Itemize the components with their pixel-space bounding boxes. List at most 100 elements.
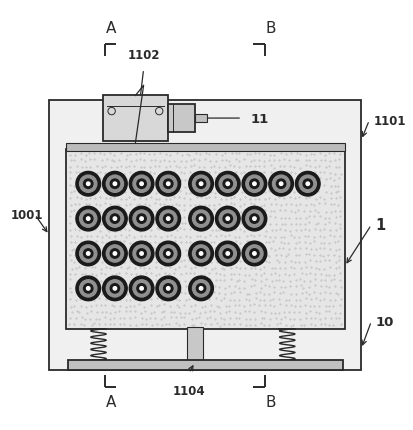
Circle shape [79, 280, 97, 297]
Circle shape [245, 176, 262, 193]
Circle shape [110, 215, 119, 224]
Circle shape [225, 183, 229, 186]
Circle shape [163, 284, 173, 293]
Circle shape [86, 287, 90, 290]
Circle shape [83, 284, 93, 293]
Circle shape [163, 180, 173, 189]
Circle shape [295, 172, 319, 197]
Circle shape [110, 249, 119, 258]
Circle shape [166, 287, 170, 290]
Circle shape [102, 172, 127, 197]
Circle shape [140, 218, 143, 221]
Circle shape [129, 276, 154, 301]
Circle shape [188, 207, 213, 231]
Circle shape [223, 215, 232, 224]
Circle shape [140, 183, 143, 186]
Circle shape [299, 176, 316, 193]
Circle shape [156, 242, 180, 266]
Circle shape [102, 207, 127, 231]
Circle shape [242, 172, 266, 197]
Circle shape [272, 176, 289, 193]
Circle shape [163, 249, 173, 258]
Circle shape [137, 284, 146, 293]
Circle shape [79, 211, 97, 228]
Circle shape [159, 280, 176, 297]
Circle shape [218, 245, 236, 262]
Circle shape [223, 180, 232, 189]
Circle shape [199, 218, 202, 221]
Circle shape [156, 276, 180, 301]
Circle shape [196, 180, 205, 189]
Circle shape [192, 211, 209, 228]
Bar [102, 96, 168, 141]
Circle shape [188, 276, 213, 301]
Circle shape [110, 284, 119, 293]
Circle shape [86, 183, 90, 186]
Circle shape [223, 249, 232, 258]
Circle shape [83, 215, 93, 224]
Circle shape [110, 180, 119, 189]
Circle shape [137, 180, 146, 189]
Circle shape [215, 207, 240, 231]
Circle shape [252, 252, 256, 255]
Circle shape [249, 180, 259, 189]
Circle shape [249, 215, 259, 224]
Circle shape [279, 183, 282, 186]
Circle shape [76, 242, 100, 266]
Circle shape [276, 180, 285, 189]
Circle shape [188, 242, 213, 266]
Circle shape [215, 242, 240, 266]
Circle shape [129, 242, 154, 266]
Circle shape [252, 218, 256, 221]
Circle shape [133, 280, 150, 297]
Circle shape [199, 252, 202, 255]
Circle shape [106, 176, 123, 193]
Circle shape [242, 242, 266, 266]
Circle shape [83, 249, 93, 258]
Text: B: B [265, 21, 275, 36]
Circle shape [268, 172, 293, 197]
Text: A: A [105, 21, 116, 36]
Text: 1001: 1001 [10, 209, 43, 221]
Circle shape [215, 172, 240, 197]
Circle shape [156, 172, 180, 197]
Circle shape [163, 215, 173, 224]
Circle shape [245, 211, 262, 228]
Circle shape [196, 215, 205, 224]
Bar [186, 328, 203, 360]
Text: 11: 11 [250, 112, 268, 125]
Circle shape [242, 207, 266, 231]
Circle shape [133, 211, 150, 228]
Circle shape [129, 172, 154, 197]
Circle shape [106, 211, 123, 228]
Bar [66, 150, 344, 330]
Circle shape [140, 287, 143, 290]
Circle shape [156, 207, 180, 231]
Circle shape [137, 215, 146, 224]
Circle shape [166, 252, 170, 255]
Text: 1102: 1102 [127, 49, 159, 61]
Circle shape [159, 176, 176, 193]
Text: 1104: 1104 [172, 384, 204, 396]
Circle shape [159, 211, 176, 228]
Circle shape [113, 252, 116, 255]
Circle shape [252, 183, 256, 186]
Circle shape [129, 207, 154, 231]
Circle shape [133, 176, 150, 193]
Circle shape [199, 287, 202, 290]
Circle shape [106, 245, 123, 262]
Circle shape [133, 245, 150, 262]
Circle shape [196, 249, 205, 258]
Text: 10: 10 [375, 315, 393, 328]
Circle shape [225, 218, 229, 221]
Circle shape [137, 249, 146, 258]
Circle shape [86, 252, 90, 255]
Circle shape [83, 180, 93, 189]
Circle shape [106, 280, 123, 297]
Circle shape [140, 252, 143, 255]
Bar [168, 104, 195, 133]
Text: 1101: 1101 [373, 114, 405, 127]
Circle shape [166, 183, 170, 186]
Text: A: A [105, 394, 116, 409]
Circle shape [102, 276, 127, 301]
